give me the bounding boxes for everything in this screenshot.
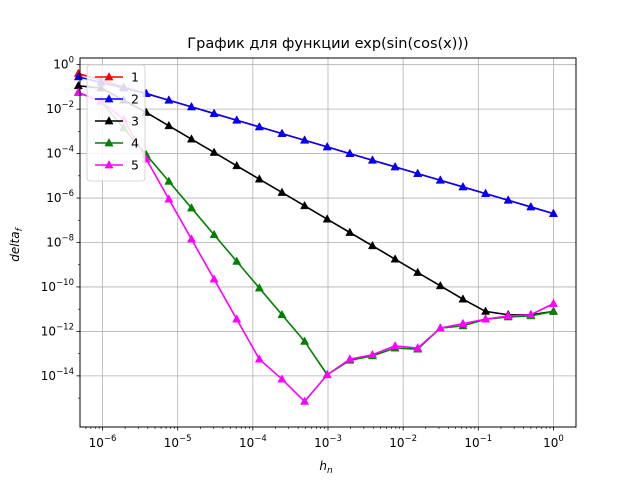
- series-3-point: [390, 254, 400, 263]
- y-tick-label: 10−2: [46, 100, 74, 116]
- y-tick-label: 10−4: [46, 145, 74, 161]
- x-tick-label: 10−2: [389, 434, 417, 450]
- series-3-point: [209, 147, 219, 156]
- series-2-point: [526, 202, 536, 211]
- series-3-point: [164, 120, 174, 130]
- series-4-point: [300, 336, 310, 345]
- legend-label-2: 2: [131, 92, 139, 107]
- series-3-point: [232, 160, 242, 170]
- series-5-point: [164, 194, 174, 203]
- series-5-point: [209, 274, 219, 283]
- x-tick-label: 10−1: [464, 434, 492, 450]
- series-5-point: [503, 310, 513, 320]
- series-4-point: [186, 203, 197, 212]
- series-2-point: [481, 188, 491, 197]
- series-2-point: [300, 135, 310, 144]
- series-5-point: [186, 234, 197, 243]
- series-5-point: [481, 314, 491, 323]
- series-3-line: [78, 84, 554, 316]
- series-2-point: [548, 208, 558, 217]
- x-tick-label: 10−3: [314, 434, 342, 450]
- legend-marker-1: [104, 72, 114, 81]
- legend-marker-4: [104, 138, 114, 147]
- ticks: 10−6 10−5 10−4 10−3 10−2 10−1 100 10−14 10−12 10−…: [41, 56, 564, 450]
- series-3-point: [435, 280, 445, 290]
- series-2-point: [254, 121, 264, 131]
- series-3-point: [300, 200, 310, 210]
- series-3-point: [186, 134, 197, 143]
- series-4-point: [277, 309, 287, 319]
- y-tick-label: 10−6: [46, 189, 74, 205]
- series-2-point: [390, 162, 400, 171]
- series-4-point: [232, 256, 242, 265]
- series-4-point: [548, 306, 558, 315]
- series-2-point: [164, 95, 174, 104]
- series-5-point: [277, 374, 287, 383]
- series-5-line: [78, 91, 554, 403]
- grid: [80, 58, 576, 427]
- y-tick-label: 10−14: [41, 367, 74, 383]
- legend-label-4: 4: [131, 136, 139, 151]
- series-3-point: [458, 294, 468, 303]
- series-2-point: [367, 155, 377, 164]
- series-2-point: [186, 101, 197, 111]
- legend-label-1: 1: [131, 70, 139, 85]
- series-5-point: [254, 354, 264, 363]
- series-4-point: [164, 176, 174, 185]
- series-3-point: [413, 267, 423, 276]
- legend-box: [86, 64, 146, 182]
- series-4-point: [254, 283, 264, 292]
- series-5-point: [345, 354, 355, 363]
- legend-marker-3: [104, 116, 114, 125]
- series-2-line: [78, 76, 554, 215]
- series-2-point: [232, 115, 242, 124]
- series-layer: [73, 68, 558, 405]
- series-2-point: [209, 108, 219, 117]
- y-tick-label: 100: [53, 56, 74, 72]
- series-5-point: [300, 396, 310, 405]
- series-2-point: [345, 148, 355, 157]
- legend-marker-5: [104, 160, 114, 169]
- series-2-point: [322, 141, 332, 151]
- series-5-point: [322, 369, 332, 379]
- series-2-point: [413, 168, 423, 177]
- x-tick-label: 10−4: [239, 434, 267, 450]
- series-2-point: [503, 195, 513, 204]
- series-5-point: [458, 318, 468, 327]
- series-4-point: [209, 229, 219, 239]
- series-2-point: [277, 128, 287, 137]
- x-tick-label: 10−6: [89, 434, 117, 450]
- series-3-point: [254, 174, 264, 183]
- legend[interactable]: 1 2 3 4 5: [86, 64, 146, 182]
- series-2-point: [458, 182, 468, 191]
- legend-label-3: 3: [131, 114, 139, 129]
- series-5-point: [526, 309, 536, 319]
- legend-marker-2: [104, 94, 114, 103]
- series-3-point: [277, 187, 287, 196]
- series-5-point: [390, 340, 400, 350]
- series-5-point: [367, 349, 377, 359]
- legend-label-5: 5: [131, 158, 139, 173]
- series-5-point: [232, 314, 242, 323]
- y-tick-label: 10−8: [46, 234, 74, 250]
- y-axis-label: deltaf: [8, 226, 25, 261]
- series-2-point: [435, 175, 445, 184]
- series-3-point: [345, 227, 355, 236]
- series-5-point: [413, 343, 423, 352]
- series-5-point: [548, 298, 558, 307]
- x-tick-label: 100: [543, 434, 564, 450]
- y-tick-label: 10−10: [41, 278, 74, 294]
- series-3-point: [322, 214, 332, 223]
- x-tick-label: 10−5: [164, 434, 192, 450]
- series-4-line: [78, 91, 554, 376]
- series-3-point: [367, 240, 377, 250]
- y-tick-label: 10−12: [41, 322, 74, 338]
- series-5-point: [435, 323, 445, 332]
- chart-title: График для функции exp(sin(cos(x))): [187, 36, 468, 52]
